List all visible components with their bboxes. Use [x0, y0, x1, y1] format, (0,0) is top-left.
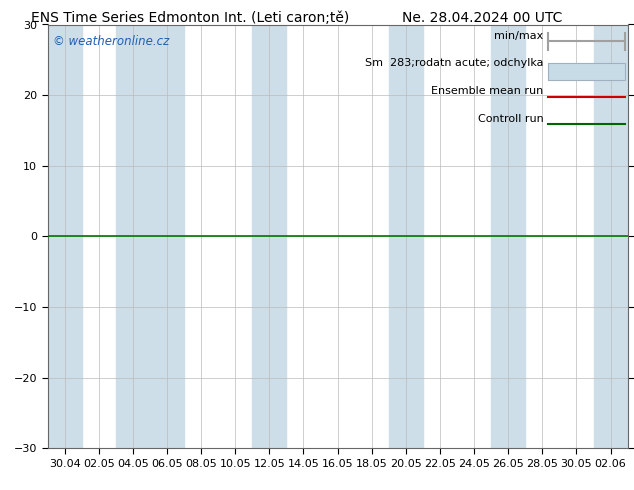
Bar [548, 63, 624, 79]
Text: Ne. 28.04.2024 00 UTC: Ne. 28.04.2024 00 UTC [402, 11, 562, 25]
Bar [491, 24, 526, 448]
Text: min/max: min/max [495, 31, 543, 41]
Bar [389, 24, 423, 448]
Bar [48, 24, 82, 448]
Text: Controll run: Controll run [478, 114, 543, 123]
Text: Ensemble mean run: Ensemble mean run [431, 86, 543, 96]
Text: ENS Time Series Edmonton Int. (Leti caron;tě): ENS Time Series Edmonton Int. (Leti caro… [31, 11, 349, 25]
Text: Sm  283;rodatn acute; odchylka: Sm 283;rodatn acute; odchylka [365, 58, 543, 69]
Bar [116, 24, 184, 448]
Text: © weatheronline.cz: © weatheronline.cz [53, 35, 170, 48]
Bar [252, 24, 287, 448]
Bar [593, 24, 628, 448]
